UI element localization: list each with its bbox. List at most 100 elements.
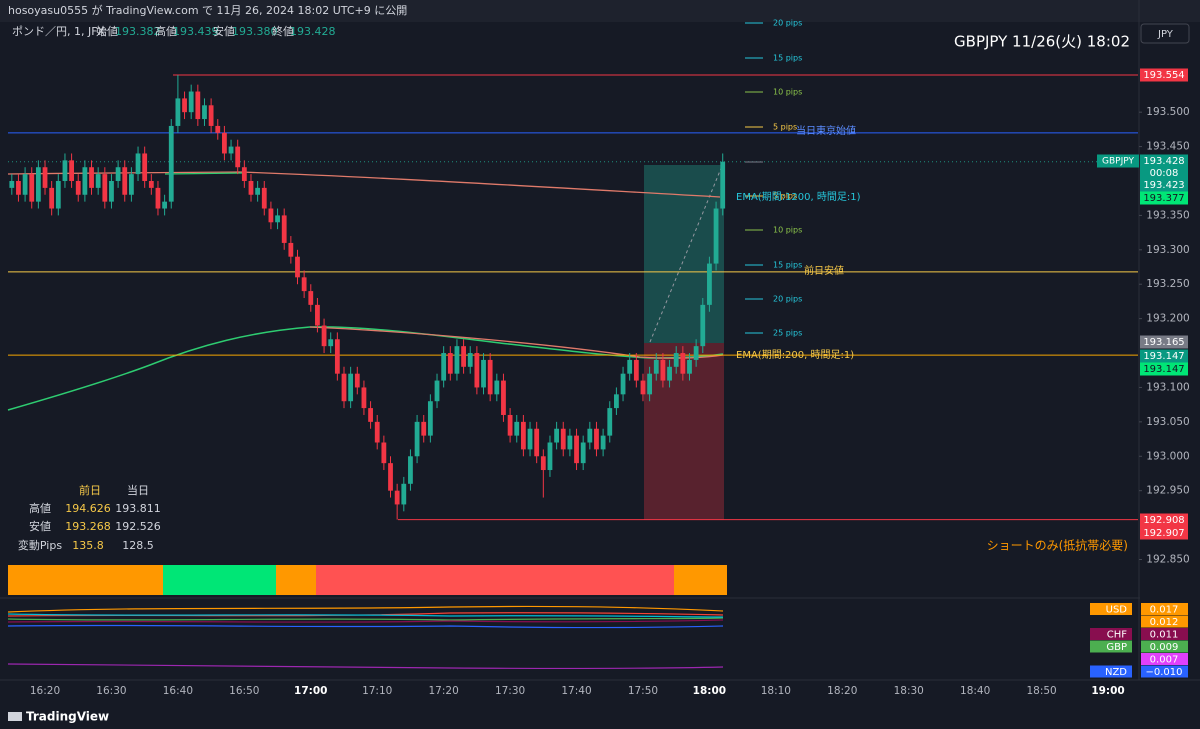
x-tick-label: 16:50 (229, 685, 259, 697)
candle-body (268, 208, 274, 223)
x-tick-label: 18:10 (761, 685, 791, 697)
y-tick-label: 193.100 (1146, 381, 1189, 393)
annotation: EMA(期間:200, 時間足:1) (736, 349, 854, 361)
candle-body (315, 304, 320, 326)
pips-label: 20 pips (773, 19, 802, 28)
candle-body (109, 180, 114, 202)
candle-body (660, 359, 666, 381)
candle-body (275, 215, 280, 223)
price-badge-label: 193.147 (1143, 351, 1184, 362)
candle-body (281, 215, 287, 243)
price-badge-label: 192.907 (1143, 528, 1184, 539)
candle-body (82, 167, 88, 195)
publisher-text: hosoyasu0555 が TradingView.com で 11月 26,… (8, 3, 407, 17)
strength-line (7, 663, 724, 670)
brand-name: TradingView (26, 710, 109, 724)
candle-body (122, 167, 128, 195)
candle-body (162, 201, 168, 209)
candle-body (235, 146, 241, 168)
annotation: 当日東京始値 (796, 124, 856, 137)
table-cell: 高値 (29, 501, 51, 515)
strength-line (7, 605, 724, 613)
candle-body (640, 380, 646, 395)
price-badge-label: 193.428 (1143, 156, 1184, 167)
ohlc-value: 193.380 (232, 25, 278, 38)
price-badge (1140, 526, 1188, 540)
x-tick-label: 18:40 (960, 685, 990, 697)
candle-body (527, 428, 533, 450)
table-cell: 192.526 (115, 520, 161, 533)
candle-body (16, 180, 21, 195)
price-badge (1140, 154, 1188, 168)
symbol-tag-label: GBPJPY (1102, 157, 1134, 167)
pips-label: 25 pips (773, 329, 802, 338)
trade-path (649, 165, 723, 343)
candle-body (148, 180, 154, 188)
currency-button-label[interactable]: JPY (1157, 29, 1174, 40)
pips-label: 5 pips (773, 123, 797, 132)
candle-body (35, 167, 41, 202)
candle-body (534, 428, 540, 457)
candle-body (248, 180, 254, 195)
candle-body (700, 304, 706, 347)
y-tick-label: 193.000 (1146, 450, 1189, 462)
candle-body (155, 187, 161, 209)
candle-body (168, 125, 174, 202)
candle-body (208, 105, 214, 126)
candle-body (693, 346, 699, 360)
ema-line (164, 172, 246, 175)
pips-label: 5 pips (773, 192, 797, 201)
currency-value-box (1141, 615, 1188, 628)
currency-value: 0.011 (1150, 630, 1179, 641)
ohlc-label: 安値 (213, 24, 235, 38)
pips-label: 15 pips (773, 261, 802, 270)
price-badge (1140, 178, 1188, 192)
symbol-tag (1097, 154, 1139, 168)
table-cell: 安値 (29, 519, 51, 533)
table-header: 前日 (79, 483, 101, 497)
candle-body (381, 442, 387, 464)
table-cell: 194.626 (65, 502, 111, 515)
candle-body (580, 442, 586, 464)
candle-body (627, 359, 633, 374)
candle-body (474, 353, 480, 388)
candle-body (614, 394, 619, 409)
currency-value-box (1141, 628, 1188, 640)
candle-body (175, 98, 181, 126)
candle-body (215, 125, 221, 133)
candle-body (560, 428, 566, 450)
strength-line (7, 624, 724, 629)
currency-value-box (1141, 665, 1188, 678)
price-badge (1140, 68, 1188, 82)
currency-button[interactable] (1140, 23, 1190, 44)
ohlc-label: 始値 (96, 24, 118, 38)
candle-body (95, 174, 101, 188)
y-tick-label: 193.450 (1146, 141, 1189, 153)
candle-body (421, 421, 427, 436)
pips-label: 15 pips (773, 54, 802, 63)
candle-body (680, 353, 686, 374)
pips-label: 20 pips (773, 295, 802, 304)
candle-body (321, 325, 327, 347)
candle-body (202, 105, 207, 120)
candle-body (295, 256, 300, 278)
pips-label: 10 pips (773, 226, 802, 235)
table-cell: 128.5 (122, 539, 154, 552)
candle-body (620, 373, 626, 395)
chart-title: GBPJPY 11/26(火) 18:02 (954, 33, 1130, 51)
candle-body (328, 339, 334, 347)
ohlc-value: 193.439 (173, 25, 219, 38)
x-tick-label: 17:20 (429, 685, 459, 697)
ohlc-value: 193.428 (290, 25, 336, 38)
candle-body (667, 366, 672, 381)
currency-value: 0.009 (1150, 642, 1179, 653)
candle-body (540, 456, 546, 471)
price-badge-label: 192.908 (1143, 515, 1184, 526)
x-tick-label: 19:00 (1091, 685, 1124, 697)
candle-body (388, 463, 393, 491)
price-badge-label: 193.165 (1143, 337, 1184, 348)
price-badge (1140, 349, 1188, 363)
price-badge-label: 193.377 (1143, 193, 1184, 204)
candle-body (574, 435, 579, 464)
candle-body (348, 373, 354, 402)
